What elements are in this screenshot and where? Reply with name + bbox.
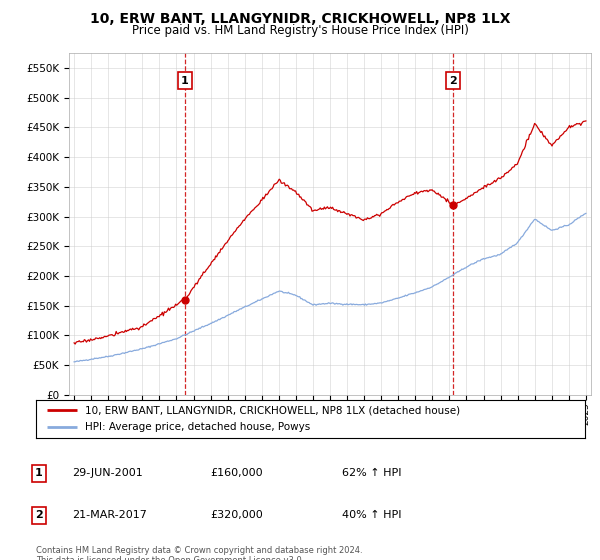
Text: HPI: Average price, detached house, Powys: HPI: Average price, detached house, Powy… bbox=[85, 422, 311, 432]
Text: 21-MAR-2017: 21-MAR-2017 bbox=[72, 510, 147, 520]
Text: 10, ERW BANT, LLANGYNIDR, CRICKHOWELL, NP8 1LX (detached house): 10, ERW BANT, LLANGYNIDR, CRICKHOWELL, N… bbox=[85, 405, 461, 415]
Text: 1: 1 bbox=[35, 468, 43, 478]
Text: 10, ERW BANT, LLANGYNIDR, CRICKHOWELL, NP8 1LX: 10, ERW BANT, LLANGYNIDR, CRICKHOWELL, N… bbox=[90, 12, 510, 26]
Text: Contains HM Land Registry data © Crown copyright and database right 2024.
This d: Contains HM Land Registry data © Crown c… bbox=[36, 546, 362, 560]
Text: 40% ↑ HPI: 40% ↑ HPI bbox=[342, 510, 401, 520]
Text: 29-JUN-2001: 29-JUN-2001 bbox=[72, 468, 143, 478]
Text: £160,000: £160,000 bbox=[210, 468, 263, 478]
Text: 62% ↑ HPI: 62% ↑ HPI bbox=[342, 468, 401, 478]
Text: 2: 2 bbox=[449, 76, 457, 86]
Text: Price paid vs. HM Land Registry's House Price Index (HPI): Price paid vs. HM Land Registry's House … bbox=[131, 24, 469, 36]
Text: 2: 2 bbox=[35, 510, 43, 520]
Text: 1: 1 bbox=[181, 76, 189, 86]
Text: £320,000: £320,000 bbox=[210, 510, 263, 520]
